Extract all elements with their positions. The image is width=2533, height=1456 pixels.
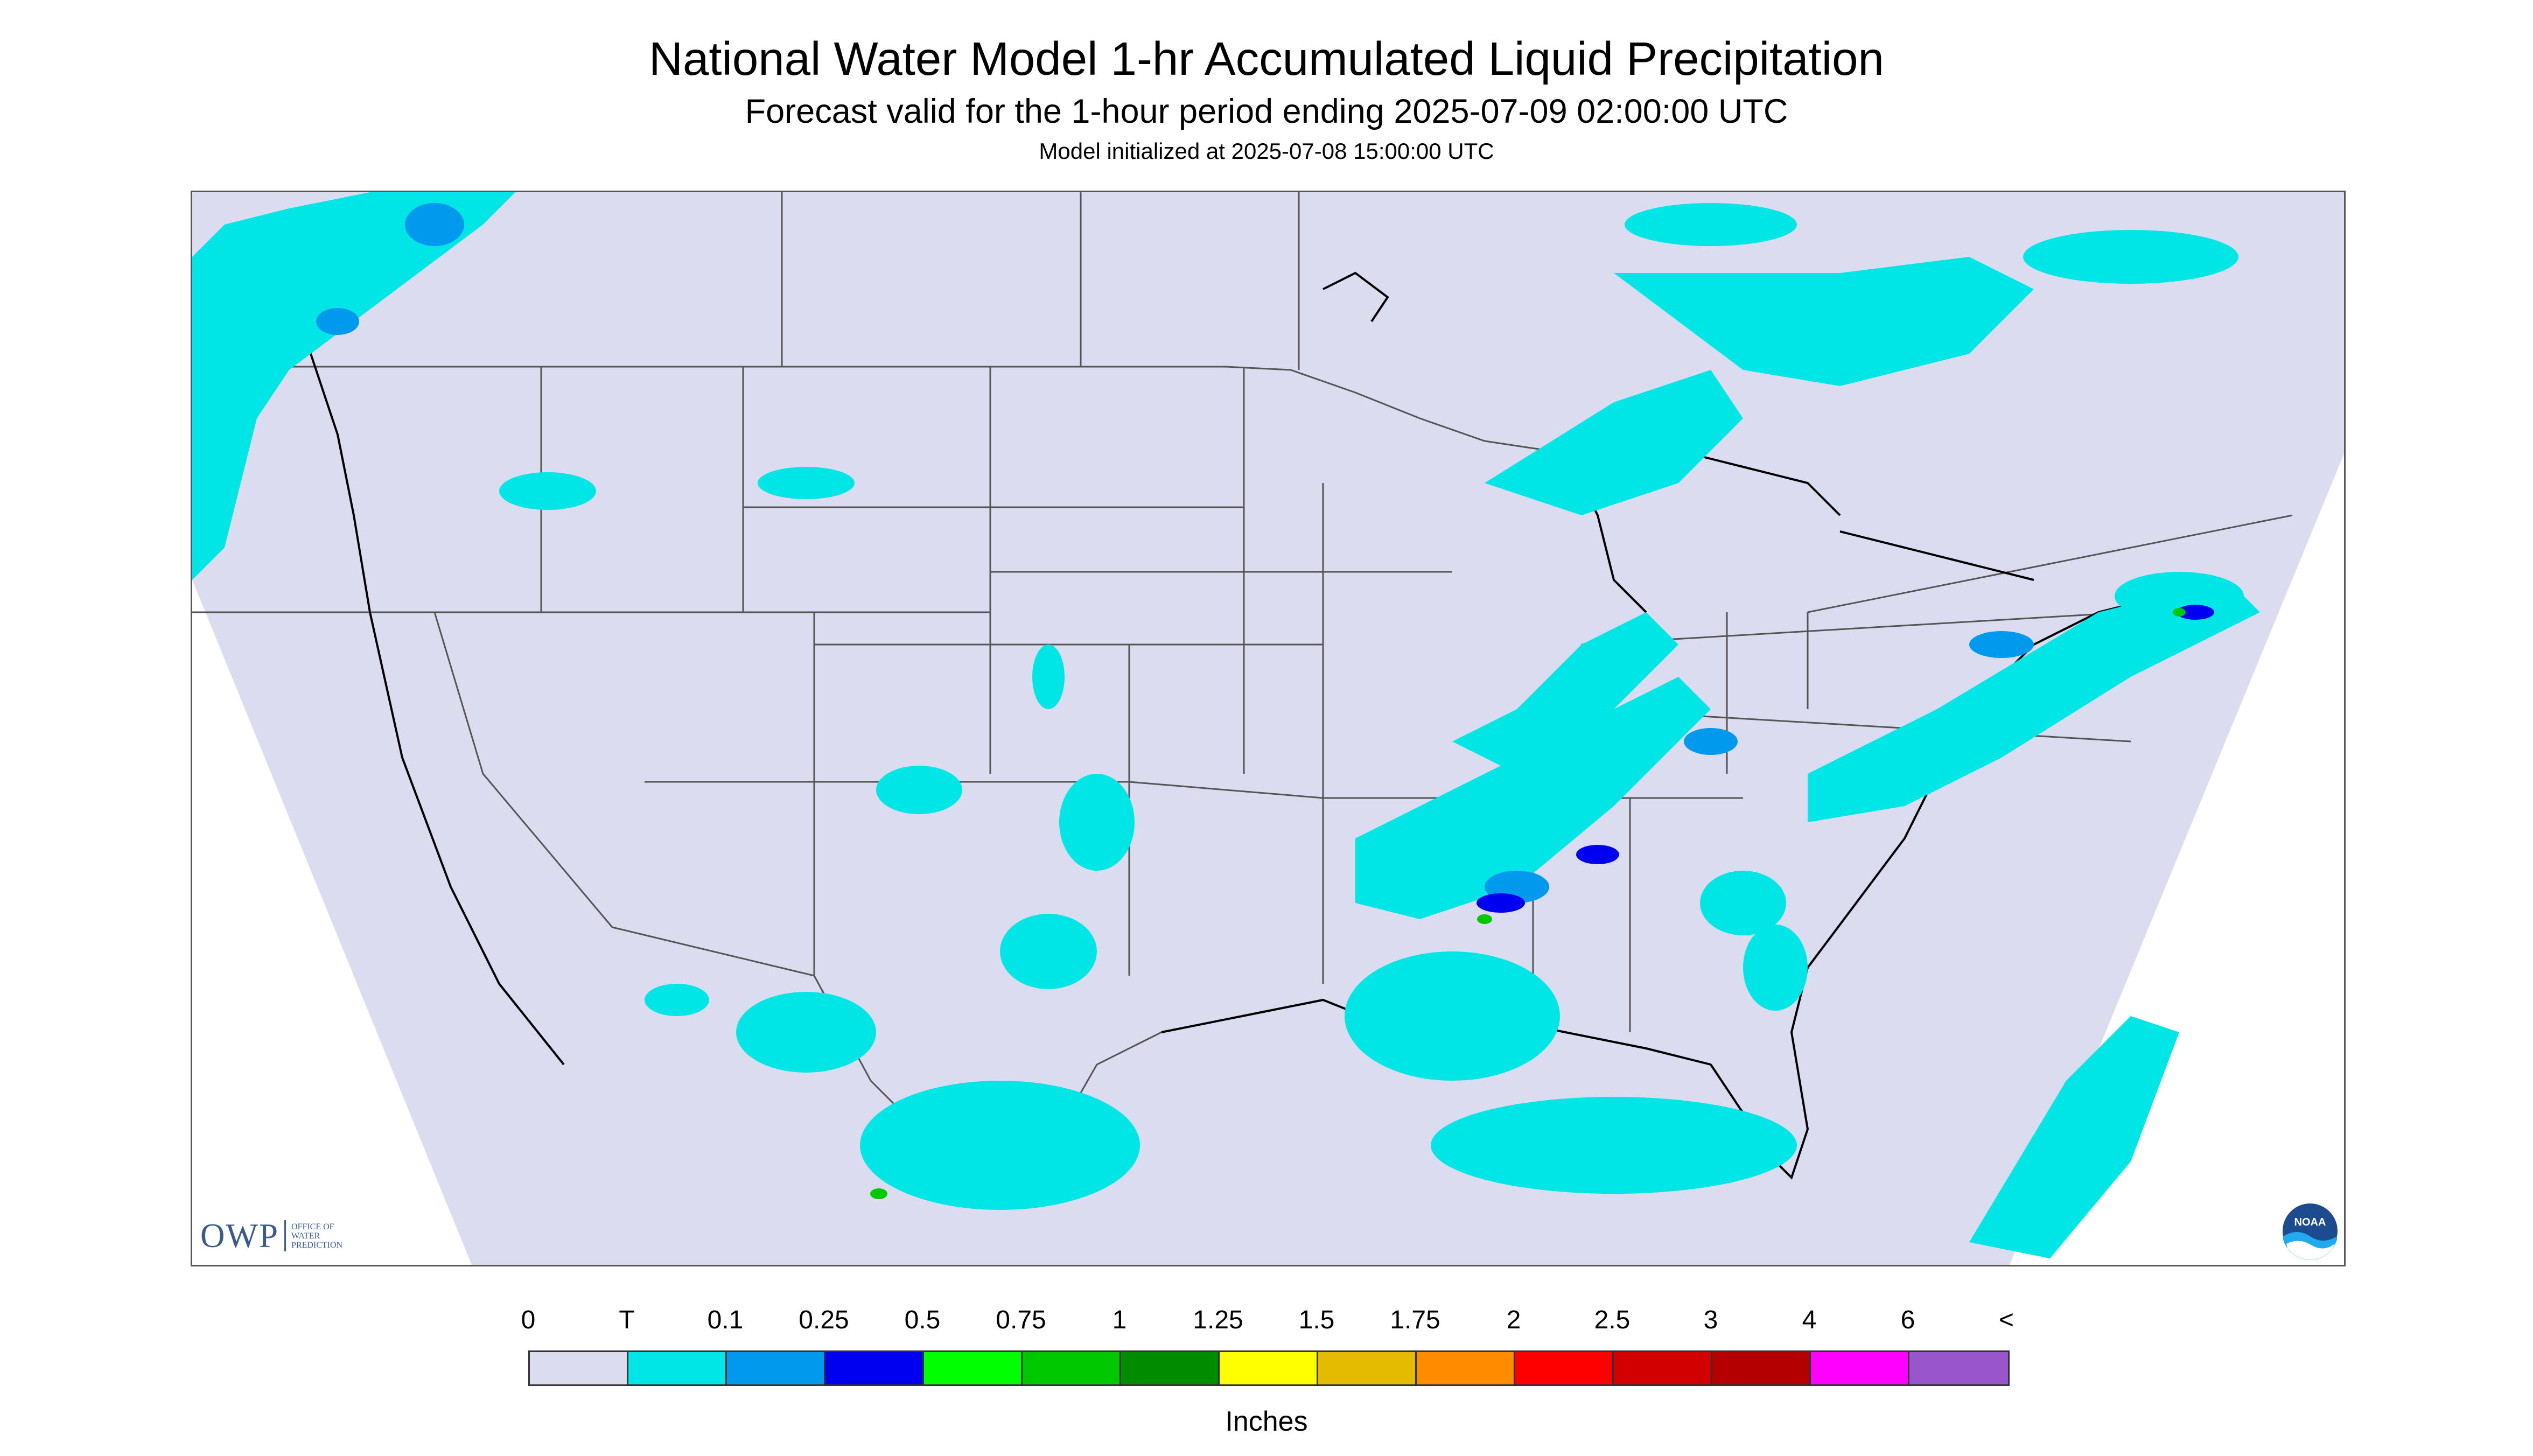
legend-label: T xyxy=(619,1306,635,1334)
map-title: National Water Model 1-hr Accumulated Li… xyxy=(649,33,1884,85)
owp-sub-line2: Water xyxy=(291,1231,320,1241)
model-domain xyxy=(192,192,2344,1265)
legend-swatch xyxy=(1121,1352,1220,1384)
legend-swatch xyxy=(924,1352,1023,1384)
noaa-logo-word: NOAA xyxy=(2294,1216,2326,1228)
legend-label: 1.25 xyxy=(1193,1306,1243,1334)
legend-label: < xyxy=(1998,1306,2014,1334)
legend-swatch xyxy=(628,1352,727,1384)
legend-label: 0.75 xyxy=(996,1306,1046,1334)
noaa-logo-icon: NOAA xyxy=(2282,1202,2339,1260)
owp-logo: OWP Office of Water Prediction xyxy=(200,1216,342,1255)
legend-swatch xyxy=(1909,1352,2008,1384)
legend-label: 1.75 xyxy=(1390,1306,1440,1334)
legend-label: 0.1 xyxy=(707,1306,744,1334)
legend-swatch xyxy=(825,1352,924,1384)
legend-label: 1 xyxy=(1112,1306,1127,1334)
legend-swatch xyxy=(1023,1352,1121,1384)
model-init-time: Model initialized at 2025-07-08 15:00:00… xyxy=(1039,138,1494,164)
precip-heavy xyxy=(870,608,2186,1199)
legend-swatch xyxy=(1811,1352,1909,1384)
legend-swatch xyxy=(1220,1352,1318,1384)
precip-moderate xyxy=(1477,605,2214,913)
map-canvas xyxy=(192,192,2344,1265)
legend-label: 0.5 xyxy=(904,1306,941,1334)
legend-swatch xyxy=(1515,1352,1614,1384)
legend-swatch xyxy=(530,1352,628,1384)
legend-swatch xyxy=(1318,1352,1417,1384)
legend-colorbar xyxy=(528,1350,2010,1386)
owp-logo-word: OWP xyxy=(200,1216,279,1255)
legend-labels: 0 T 0.1 0.25 0.5 0.75 1 1.25 1.5 1.75 2 2.5 3 4 6 < xyxy=(0,1305,2533,1338)
legend-label: 6 xyxy=(1900,1306,1915,1334)
legend-swatch xyxy=(727,1352,825,1384)
precip-trace xyxy=(192,192,2260,1258)
legend-label: 1.5 xyxy=(1298,1306,1335,1334)
legend-units: Inches xyxy=(1225,1406,1308,1437)
map-subtitle: Forecast valid for the 1-hour period end… xyxy=(745,93,1788,130)
precipitation-map xyxy=(191,191,2346,1266)
owp-sub-line3: Prediction xyxy=(291,1240,343,1250)
legend-label: 0 xyxy=(521,1306,536,1334)
legend-swatch xyxy=(1712,1352,1811,1384)
legend-label: 0.25 xyxy=(799,1306,849,1334)
legend-label: 4 xyxy=(1802,1306,1817,1334)
legend-label: 2 xyxy=(1506,1306,1521,1334)
legend-swatch xyxy=(1614,1352,1712,1384)
owp-logo-divider xyxy=(284,1220,286,1251)
legend-label: 3 xyxy=(1703,1306,1718,1334)
owp-sub-line1: Office of xyxy=(291,1222,334,1231)
legend-label: 2.5 xyxy=(1594,1306,1631,1334)
legend-swatch xyxy=(1417,1352,1515,1384)
owp-logo-subtext: Office of Water Prediction xyxy=(291,1222,342,1250)
